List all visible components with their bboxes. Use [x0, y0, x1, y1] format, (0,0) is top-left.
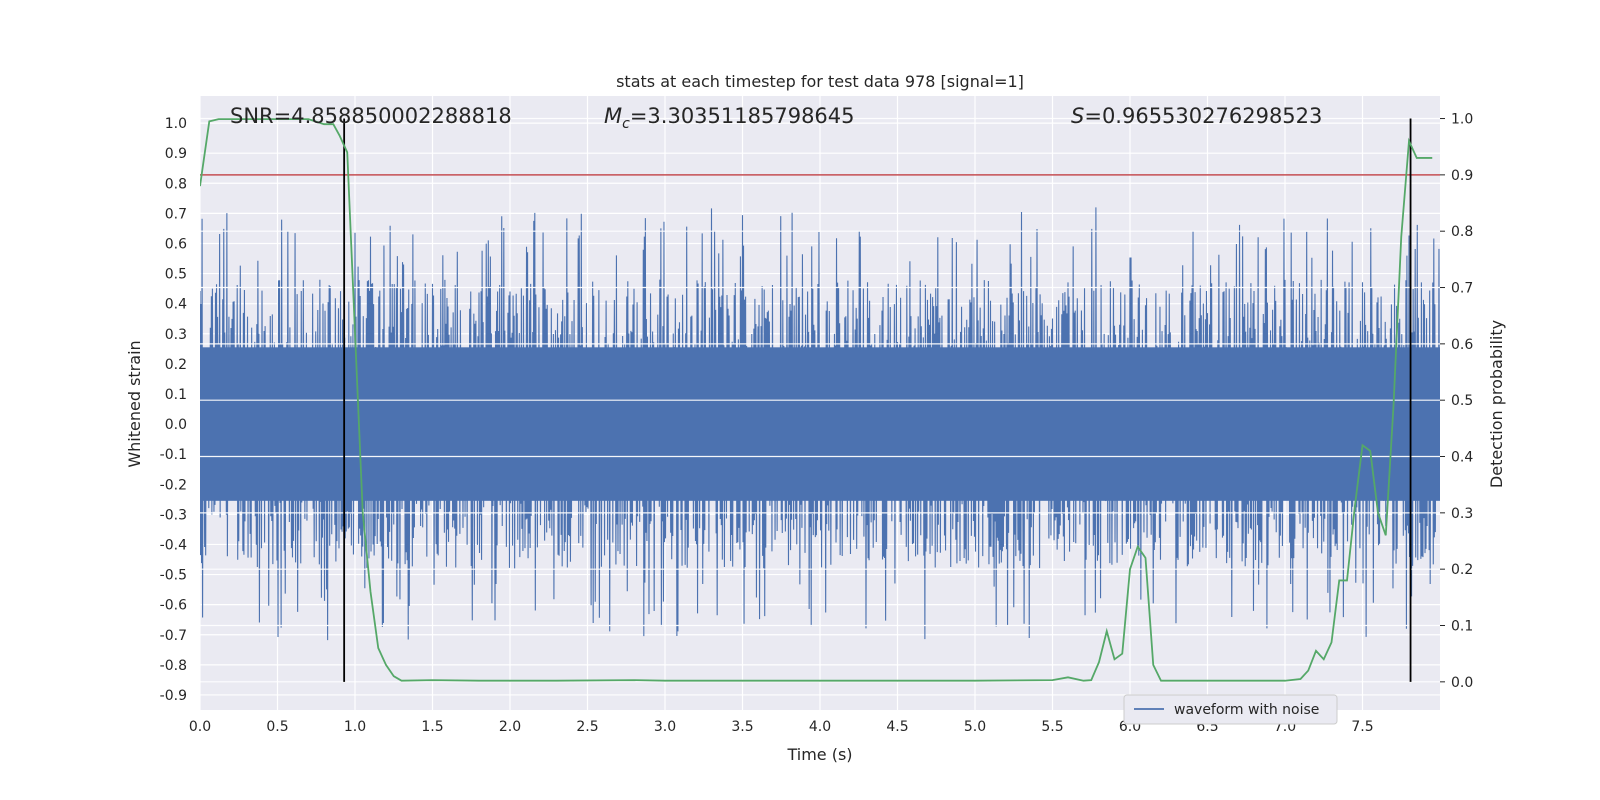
- y-tick-label-left: 0.6: [165, 236, 187, 252]
- y-tick-label-left: 0.2: [165, 357, 187, 373]
- x-tick-label: 3.0: [654, 719, 676, 735]
- x-tick-label: 7.5: [1351, 719, 1373, 735]
- markers: [200, 118, 1440, 682]
- x-tick-label: 0.5: [266, 719, 288, 735]
- y-tick-label-right: 0.8: [1451, 224, 1473, 240]
- y-tick-label-right: 0.2: [1451, 562, 1473, 578]
- x-tick-label: 2.0: [499, 719, 521, 735]
- x-tick-label: 1.0: [344, 719, 366, 735]
- y-tick-label-left: 0.3: [165, 327, 187, 343]
- y-tick-label-left: -0.1: [160, 447, 187, 463]
- x-tick-label: 2.5: [576, 719, 598, 735]
- y-axis-label-left: Whitened strain: [125, 340, 144, 467]
- y-tick-label-left: 0.9: [165, 146, 187, 162]
- x-tick-label: 5.5: [1041, 719, 1063, 735]
- y-tick-label-left: 0.7: [165, 206, 187, 222]
- y-tick-label-right: 0.3: [1451, 506, 1473, 522]
- y-tick-label-left: 0.4: [165, 297, 187, 313]
- y-tick-label-left: 0.1: [165, 387, 187, 403]
- y-tick-label-left: 0.5: [165, 267, 187, 283]
- y-tick-label-left: -0.8: [160, 658, 187, 674]
- y-tick-label-right: 0.5: [1451, 393, 1473, 409]
- x-tick-label: 3.5: [731, 719, 753, 735]
- y-tick-label-right: 0.9: [1451, 168, 1473, 184]
- y-tick-label-left: -0.2: [160, 477, 187, 493]
- y-tick-label-right: 0.7: [1451, 281, 1473, 297]
- y-tick-label-right: 1.0: [1451, 112, 1473, 128]
- score-annotation: S=0.965530276298523: [1071, 104, 1322, 128]
- chart-title: stats at each timestep for test data 978…: [616, 72, 1024, 91]
- waveform-dense-band: [200, 347, 1440, 501]
- y-tick-label-left: 0.0: [165, 417, 187, 433]
- x-axis-label: Time (s): [786, 745, 852, 764]
- snr-annotation: SNR=4.858850002288818: [230, 104, 512, 128]
- x-tick-label: 4.0: [809, 719, 831, 735]
- chirp-mass-annotation: Mc=3.30351185798645: [604, 104, 855, 132]
- y-tick-label-left: -0.4: [160, 537, 187, 553]
- tick-labels: 0.0 0.5 1.0 1.5 2.0 2.5 3.0 3.5 4.0 4.5 5.0 5.5 6.0 6…: [160, 112, 1474, 735]
- y-tick-label-left: -0.6: [160, 598, 187, 614]
- chirp-mass-value: =3.30351185798645: [630, 104, 855, 128]
- x-tick-label: 1.5: [421, 719, 443, 735]
- score-symbol: S: [1071, 104, 1084, 128]
- score-value: =0.965530276298523: [1084, 104, 1322, 128]
- y-tick-label-left: 1.0: [165, 116, 187, 132]
- y-tick-label-right: 0.0: [1451, 675, 1473, 691]
- y-tick-label-left: -0.5: [160, 568, 187, 584]
- detection-probability-line: [200, 118, 1433, 682]
- chirp-mass-symbol: M: [604, 104, 622, 128]
- y-tick-label-left: -0.9: [160, 688, 187, 704]
- y-tick-label-left: -0.7: [160, 628, 187, 644]
- y-tick-label-right: 0.4: [1451, 450, 1473, 466]
- x-tick-label: 0.0: [189, 719, 211, 735]
- y-tick-label-left: -0.3: [160, 507, 187, 523]
- y-tick-label-right: 0.1: [1451, 619, 1473, 635]
- legend: waveform with noise: [1123, 694, 1338, 725]
- x-tick-label: 4.5: [886, 719, 908, 735]
- legend-box: [1123, 694, 1338, 725]
- y-tick-label-left: 0.8: [165, 176, 187, 192]
- legend-label-waveform: waveform with noise: [1174, 702, 1319, 718]
- x-tick-label: 5.0: [964, 719, 986, 735]
- chirp-mass-subscript: c: [622, 116, 630, 132]
- y-axis-label-right: Detection probability: [1487, 320, 1506, 488]
- y-tick-label-right: 0.6: [1451, 337, 1473, 353]
